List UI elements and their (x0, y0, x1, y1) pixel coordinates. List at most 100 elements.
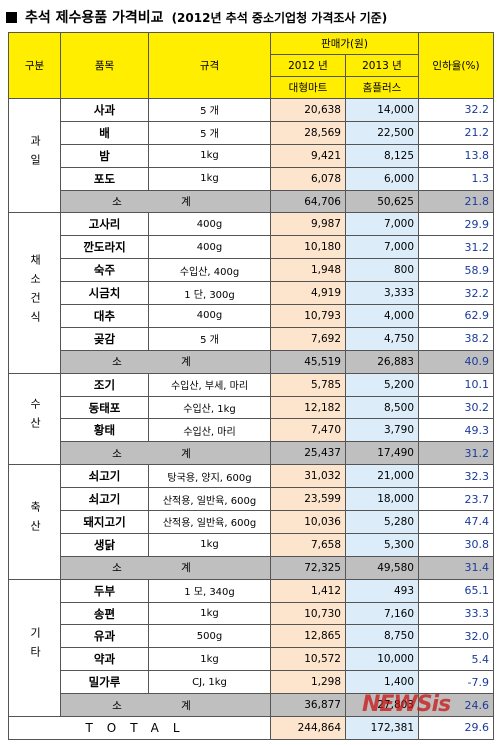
subtitle: (2012년 추석 중소기업청 가격조사 기준) (171, 10, 388, 25)
label-cell: 소 계 (60, 349, 271, 374)
price-2013-cell: 7,160 (345, 601, 419, 626)
price-2012-cell: 1,298 (270, 670, 346, 695)
item-row: 밀가루 CJ, 1kg 1,298 1,400 -7.9 (9, 670, 494, 695)
rate-cell: 32.3 (418, 464, 494, 489)
price-2013-cell: 50,625 (345, 189, 419, 214)
subtotal-row: 소 계 45,519 26,883 40.9 (9, 349, 494, 374)
spec-cell: 수입산, 부세, 마리 (148, 372, 271, 397)
price-2013-cell: 14,000 (345, 98, 419, 122)
item-row: 송편 1kg 10,730 7,160 33.3 (9, 601, 494, 626)
spec-cell: 1kg (148, 166, 271, 191)
price-2012-cell: 12,865 (270, 624, 346, 649)
price-2012-cell: 9,987 (270, 212, 346, 237)
price-2013-cell: 8,500 (345, 395, 419, 420)
header-cell: 2012 년 (270, 54, 346, 77)
rate-cell: -7.9 (418, 670, 494, 695)
rate-cell: 1.3 (418, 166, 494, 191)
label-cell: 소 계 (60, 441, 271, 466)
rate-cell: 32.2 (418, 281, 494, 306)
spec-cell: 5 개 (148, 120, 271, 145)
item-cell: 약과 (60, 647, 149, 672)
price-2013-cell: 5,280 (345, 510, 419, 534)
spec-cell: 1 단, 300g (148, 281, 271, 306)
rate-cell: 21.2 (418, 120, 494, 145)
table-body: 구분 품목 규격 판매가(원) 인하율(%) 2012 년 2013 년 대형마… (8, 32, 494, 740)
spec-cell: CJ, 1kg (148, 670, 271, 695)
price-2013-cell: 26,883 (345, 349, 419, 374)
item-cell: 밤 (60, 143, 149, 168)
item-cell: 포도 (60, 166, 149, 191)
price-2013-cell: 493 (345, 578, 419, 603)
item-cell: 곶감 (60, 326, 149, 351)
group-name: 축산 (28, 501, 42, 540)
subtotal-row: 소 계 64,706 50,625 21.8 (9, 189, 494, 214)
price-2013-cell: 5,200 (345, 372, 419, 397)
group-name: 기타 (28, 627, 42, 666)
item-row: 약과 1kg 10,572 10,000 5.4 (9, 647, 494, 672)
rate-cell: 32.0 (418, 624, 494, 649)
price-2012-cell: 25,437 (270, 441, 346, 466)
label-cell: TOTAL (8, 716, 271, 740)
group-name: 수산 (28, 398, 42, 437)
price-2013-cell: 17,490 (345, 441, 419, 466)
rate-cell: 21.8 (418, 189, 494, 214)
item-cell: 황태 (60, 418, 149, 443)
spec-cell: 400g (148, 304, 271, 328)
price-2013-cell: 8,125 (345, 143, 419, 168)
header-row: 대형마트 홈플러스 (9, 76, 494, 99)
rate-cell: 23.7 (418, 487, 494, 512)
price-2012-cell: 23,599 (270, 487, 346, 512)
rate-cell: 33.3 (418, 601, 494, 626)
price-2012-cell: 10,793 (270, 304, 346, 328)
spec-cell: 탕국용, 양지, 600g (148, 464, 271, 489)
price-2012-cell: 31,032 (270, 464, 346, 489)
group-cell: 축산 (8, 464, 61, 580)
group-cell: 수산 (8, 372, 61, 466)
header-cell: 규격 (148, 32, 271, 99)
item-cell: 두부 (60, 578, 149, 603)
price-2013-cell: 21,000 (345, 464, 419, 489)
item-row: 황태 수입산, 마리 7,470 3,790 49.3 (9, 418, 494, 443)
rate-cell: 31.2 (418, 235, 494, 260)
watermark: NEWSis (362, 692, 451, 717)
item-cell: 사과 (60, 98, 149, 122)
rate-cell: 30.8 (418, 532, 494, 557)
item-row: 기타 두부 1 모, 340g 1,412 493 65.1 (8, 578, 494, 718)
rate-cell: 47.4 (418, 510, 494, 534)
price-2012-cell: 64,706 (270, 189, 346, 214)
item-cell: 숙주 (60, 258, 149, 283)
spec-cell: 1kg (148, 647, 271, 672)
price-2012-cell: 1,948 (270, 258, 346, 283)
item-row: 깐도라지 400g 10,180 7,000 31.2 (9, 235, 494, 260)
label-cell: 소 계 (60, 693, 271, 718)
rate-cell: 13.8 (418, 143, 494, 168)
item-row: 생닭 1kg 7,658 5,300 30.8 (9, 532, 494, 557)
price-2013-cell: 4,750 (345, 326, 419, 351)
price-2012-cell: 10,036 (270, 510, 346, 534)
item-row: 포도 1kg 6,078 6,000 1.3 (9, 166, 494, 191)
rate-cell: 40.9 (418, 349, 494, 374)
price-2013-cell: 5,300 (345, 532, 419, 557)
item-cell: 유과 (60, 624, 149, 649)
item-cell: 조기 (60, 372, 149, 397)
item-row: 쇠고기 산적용, 일반육, 600g 23,599 18,000 23.7 (9, 487, 494, 512)
item-cell: 생닭 (60, 532, 149, 557)
item-row: 곶감 5 개 7,692 4,750 38.2 (9, 326, 494, 351)
price-2012-cell: 7,692 (270, 326, 346, 351)
price-2012-cell: 9,421 (270, 143, 346, 168)
price-2012-cell: 72,325 (270, 555, 346, 580)
spec-cell: 400g (148, 212, 271, 237)
rate-cell: 29.9 (418, 212, 494, 237)
spec-cell: 500g (148, 624, 271, 649)
item-cell: 밀가루 (60, 670, 149, 695)
rate-cell: 65.1 (418, 578, 494, 603)
spec-cell: 1 모, 340g (148, 578, 271, 603)
price-2013-cell: 7,000 (345, 212, 419, 237)
price-2013-cell: 7,000 (345, 235, 419, 260)
price-2013-cell: 8,750 (345, 624, 419, 649)
group-cell: 기타 (8, 578, 61, 718)
header-cell: 2013 년 (345, 54, 419, 77)
label-cell: 소 계 (60, 555, 271, 580)
item-row: 시금치 1 단, 300g 4,919 3,333 32.2 (9, 281, 494, 306)
